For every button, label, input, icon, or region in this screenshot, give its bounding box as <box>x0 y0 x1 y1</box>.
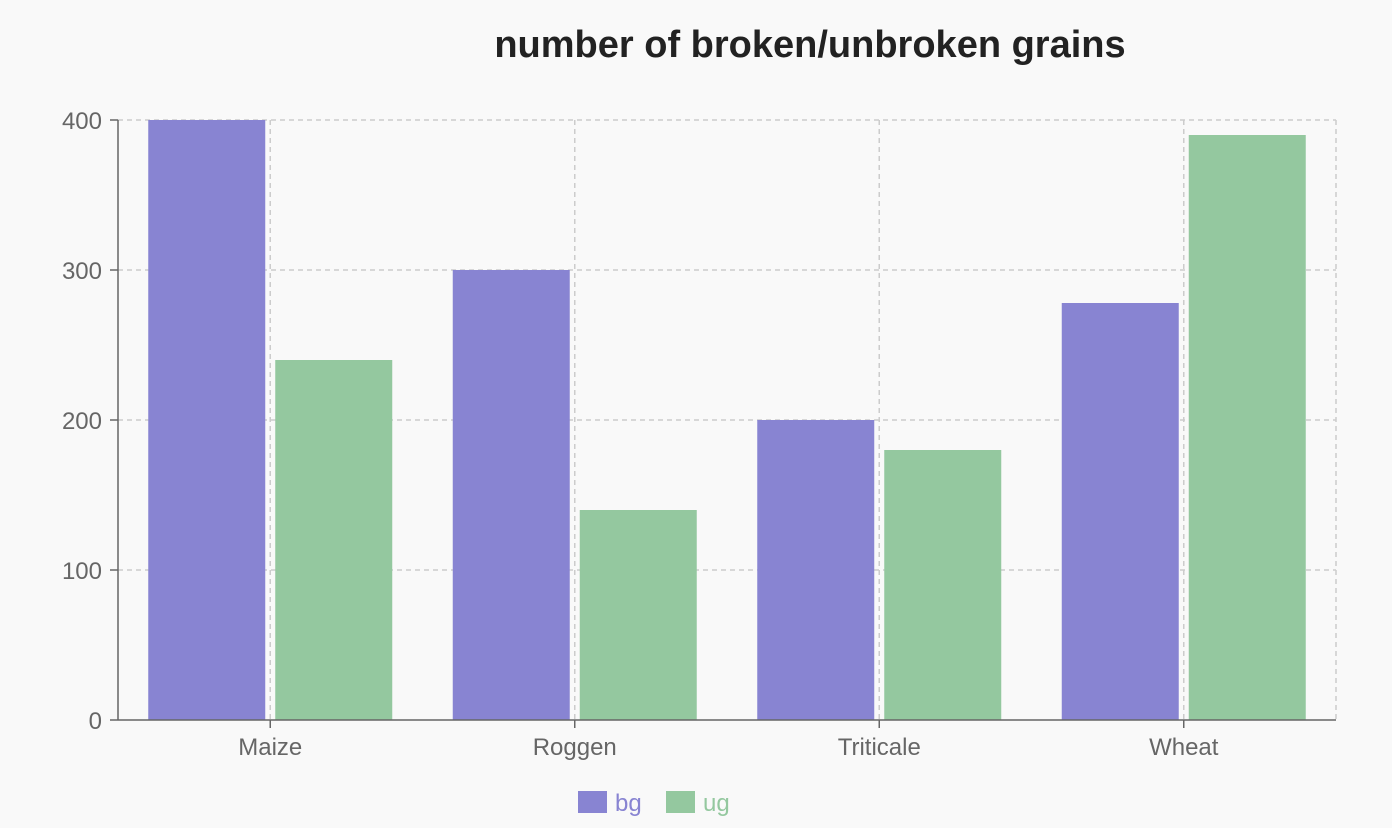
x-tick-label: Wheat <box>1149 734 1219 761</box>
x-tick-label: Roggen <box>533 734 617 761</box>
legend: bg ug <box>578 790 730 817</box>
y-tick-label: 0 <box>89 708 102 735</box>
legend-swatch-bg <box>578 791 607 813</box>
bar-ug-triticale <box>884 450 1002 720</box>
bar-ug-roggen <box>579 510 697 720</box>
legend-label-ug: ug <box>703 790 730 817</box>
y-tick-label: 100 <box>62 558 102 585</box>
y-tick-label: 400 <box>62 108 102 135</box>
bar-bg-triticale <box>757 420 875 720</box>
y-tick-label: 300 <box>62 258 102 285</box>
bar-bg-wheat <box>1061 303 1179 720</box>
bar-ug-maize <box>275 360 393 720</box>
bar-bg-maize <box>148 120 266 720</box>
bar-ug-wheat <box>1188 135 1306 720</box>
x-tick-label: Maize <box>238 734 302 761</box>
bar-bg-roggen <box>452 270 570 720</box>
chart-title: number of broken/unbroken grains <box>494 24 1125 66</box>
axes: 0 100 200 300 400 Maize Roggen Triticale Wheat <box>62 108 1336 761</box>
x-tick-label: Triticale <box>838 734 921 761</box>
legend-label-bg: bg <box>615 790 642 817</box>
legend-swatch-ug <box>666 791 695 813</box>
y-tick-label: 200 <box>62 408 102 435</box>
bars <box>148 120 1306 720</box>
